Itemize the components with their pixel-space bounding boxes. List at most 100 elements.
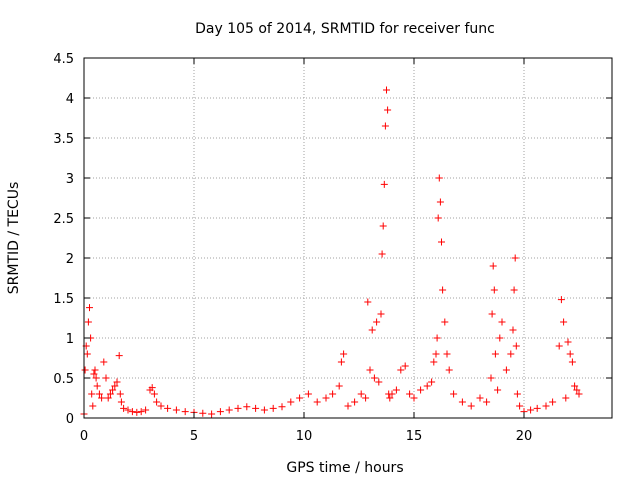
data-point bbox=[117, 398, 125, 406]
x-tick-label: 20 bbox=[516, 429, 533, 444]
data-point bbox=[533, 404, 541, 412]
data-point bbox=[296, 394, 304, 402]
y-tick-label: 2 bbox=[66, 252, 74, 267]
data-point bbox=[181, 408, 189, 416]
data-point bbox=[95, 390, 103, 398]
data-point bbox=[137, 408, 145, 416]
data-point bbox=[512, 342, 520, 350]
plot-frame bbox=[83, 57, 613, 419]
data-point bbox=[436, 198, 444, 206]
data-point bbox=[128, 408, 136, 416]
y-tick-label: 0 bbox=[66, 412, 74, 427]
data-point bbox=[81, 366, 89, 374]
data-point bbox=[313, 398, 321, 406]
y-tick-label: 3.5 bbox=[53, 132, 74, 147]
data-point bbox=[337, 358, 345, 366]
data-point bbox=[157, 402, 165, 410]
data-point bbox=[278, 403, 286, 411]
data-point bbox=[362, 394, 370, 402]
data-point bbox=[406, 390, 414, 398]
data-point bbox=[496, 334, 504, 342]
x-tick-label: 15 bbox=[406, 429, 423, 444]
data-point bbox=[329, 390, 337, 398]
data-point bbox=[445, 366, 453, 374]
data-point bbox=[507, 350, 515, 358]
data-point bbox=[216, 408, 224, 416]
data-point bbox=[83, 350, 91, 358]
data-point bbox=[225, 406, 233, 414]
x-tick-label: 10 bbox=[296, 429, 313, 444]
data-point bbox=[388, 390, 396, 398]
data-point bbox=[467, 402, 475, 410]
data-point bbox=[557, 296, 565, 304]
data-point bbox=[84, 318, 92, 326]
data-point bbox=[428, 378, 436, 386]
data-point bbox=[491, 350, 499, 358]
data-point bbox=[566, 350, 574, 358]
data-point bbox=[150, 390, 158, 398]
data-point bbox=[89, 402, 97, 410]
data-point bbox=[489, 262, 497, 270]
data-point bbox=[392, 386, 400, 394]
data-point bbox=[571, 382, 579, 390]
data-point bbox=[494, 386, 502, 394]
data-point bbox=[381, 122, 389, 130]
chart-title: Day 105 of 2014, SRMTID for receiver fun… bbox=[195, 21, 495, 37]
data-point bbox=[234, 404, 242, 412]
data-point bbox=[104, 394, 112, 402]
data-point bbox=[450, 390, 458, 398]
y-tick-label: 2.5 bbox=[53, 212, 74, 227]
axis-ticks bbox=[83, 57, 612, 419]
data-point bbox=[498, 318, 506, 326]
data-point bbox=[380, 180, 388, 188]
data-point bbox=[252, 404, 260, 412]
data-point bbox=[488, 310, 496, 318]
data-point bbox=[513, 390, 521, 398]
data-point bbox=[366, 366, 374, 374]
data-point bbox=[172, 406, 180, 414]
data-point bbox=[88, 390, 96, 398]
x-tick-label: 5 bbox=[190, 429, 198, 444]
data-point bbox=[438, 238, 445, 246]
data-point bbox=[199, 409, 207, 417]
data-point bbox=[102, 374, 110, 382]
data-point bbox=[98, 394, 106, 402]
data-point bbox=[260, 406, 268, 414]
data-point bbox=[386, 394, 394, 402]
y-tick-label: 4.5 bbox=[53, 52, 74, 67]
data-point bbox=[443, 350, 451, 358]
data-point bbox=[410, 394, 418, 402]
data-point bbox=[364, 298, 372, 306]
data-point bbox=[304, 390, 312, 398]
data-point bbox=[92, 374, 100, 382]
data-point bbox=[423, 382, 431, 390]
data-point bbox=[490, 286, 498, 294]
y-tick-label: 1 bbox=[66, 332, 74, 347]
y-tick-label: 0.5 bbox=[53, 372, 74, 387]
y-tick-label: 3 bbox=[66, 172, 74, 187]
data-point bbox=[434, 214, 442, 222]
data-point bbox=[397, 366, 405, 374]
x-tick-label: 0 bbox=[80, 429, 88, 444]
data-point bbox=[575, 390, 583, 398]
data-point bbox=[476, 394, 484, 402]
data-point bbox=[562, 394, 570, 402]
data-point bbox=[100, 358, 108, 366]
data-point bbox=[379, 222, 387, 230]
data-point bbox=[133, 408, 141, 416]
x-axis-title: GPS time / hours bbox=[286, 460, 403, 476]
data-point bbox=[93, 382, 101, 390]
data-point bbox=[106, 390, 114, 398]
data-point bbox=[322, 394, 330, 402]
data-point bbox=[573, 386, 581, 394]
y-tick-label: 1.5 bbox=[53, 292, 74, 307]
data-point bbox=[90, 370, 98, 378]
y-tick-label: 4 bbox=[66, 92, 74, 107]
data-point bbox=[509, 326, 517, 334]
data-point bbox=[335, 382, 343, 390]
data-point bbox=[287, 398, 295, 406]
data-point bbox=[115, 352, 123, 360]
